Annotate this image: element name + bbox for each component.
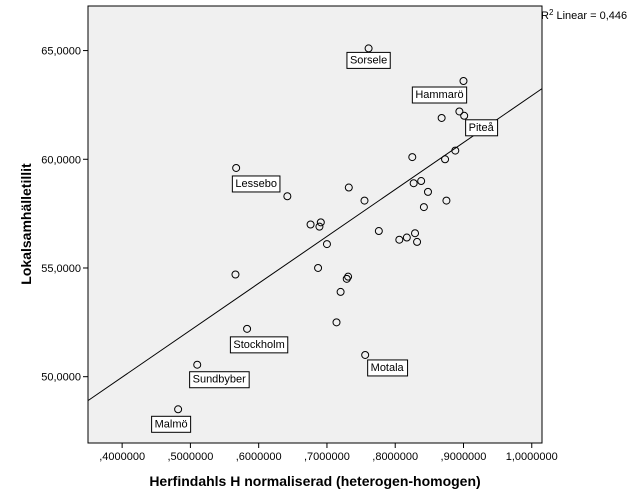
- data-point: [243, 324, 252, 333]
- y-tick-label: 55,0000: [41, 263, 81, 275]
- point-label-box: [411, 86, 468, 104]
- data-point: [460, 111, 469, 120]
- data-point: [174, 405, 183, 414]
- x-tick-label: 1,0000000: [506, 451, 558, 463]
- data-point: [315, 222, 324, 231]
- point-label: Sorsele: [346, 51, 391, 69]
- point-label: Stockholm: [229, 336, 289, 354]
- point-label-text: Malmö: [155, 418, 188, 430]
- data-point: [322, 240, 331, 249]
- data-point: [459, 77, 468, 86]
- y-tick-label: 65,0000: [41, 46, 81, 58]
- data-point: [409, 179, 418, 188]
- point-label: Piteå: [465, 119, 499, 137]
- point-label-text: Hammarö: [415, 89, 463, 101]
- data-point: [419, 203, 428, 212]
- data-point: [395, 235, 404, 244]
- point-label-box: [231, 175, 281, 193]
- data-point: [232, 163, 241, 172]
- plot-area: [87, 5, 543, 444]
- point-label: Sundbyber: [189, 371, 250, 389]
- x-tick-label: ,6000000: [236, 451, 282, 463]
- point-label-box: [151, 415, 192, 433]
- data-point: [413, 237, 422, 246]
- point-label-box: [346, 51, 391, 69]
- data-point: [437, 113, 446, 122]
- data-point: [360, 196, 369, 205]
- fit-line: [87, 88, 543, 402]
- point-label-text: Sorsele: [350, 54, 387, 66]
- data-point: [336, 287, 345, 296]
- y-axis-title: Lokalsamhälletillit: [18, 163, 34, 285]
- point-label-box: [367, 359, 409, 377]
- point-label-text: Sundbyber: [193, 374, 247, 386]
- point-label-text: Lessebo: [235, 178, 277, 190]
- r2-annotation: R2 Linear = 0,446: [541, 8, 627, 22]
- data-point: [316, 218, 325, 227]
- data-point: [342, 274, 351, 283]
- x-axis-title: Herfindahls H normaliserad (heterogen-ho…: [149, 473, 480, 489]
- data-point: [455, 107, 464, 116]
- data-point: [314, 263, 323, 272]
- point-label-box: [189, 371, 250, 389]
- y-tick-label: 60,0000: [41, 154, 81, 166]
- data-point: [442, 196, 451, 205]
- data-point: [306, 220, 315, 229]
- data-point: [441, 155, 450, 164]
- point-label-text: Stockholm: [233, 339, 284, 351]
- data-point: [332, 318, 341, 327]
- point-label-text: Piteå: [469, 122, 495, 134]
- x-tick-label: ,7000000: [304, 451, 350, 463]
- data-point: [231, 270, 240, 279]
- data-point: [283, 192, 292, 201]
- data-point: [408, 153, 417, 162]
- data-point: [344, 272, 353, 281]
- data-point: [423, 187, 432, 196]
- point-label-box: [465, 119, 499, 137]
- point-label: Lessebo: [231, 175, 281, 193]
- x-tick-label: ,5000000: [167, 451, 213, 463]
- point-label: Malmö: [151, 415, 192, 433]
- data-point: [344, 183, 353, 192]
- data-point: [417, 177, 426, 186]
- data-point: [193, 360, 202, 369]
- point-label-box: [229, 336, 289, 354]
- data-point: [411, 229, 420, 238]
- x-tick-label: ,9000000: [441, 451, 487, 463]
- x-tick-label: ,4000000: [99, 451, 145, 463]
- y-tick-label: 50,0000: [41, 372, 81, 384]
- data-point: [361, 350, 370, 359]
- x-tick-label: ,8000000: [372, 451, 418, 463]
- data-point: [402, 233, 411, 242]
- point-label: Motala: [367, 359, 409, 377]
- point-label: Hammarö: [411, 86, 468, 104]
- data-point: [374, 227, 383, 236]
- point-label-text: Motala: [371, 362, 405, 374]
- data-point: [451, 146, 460, 155]
